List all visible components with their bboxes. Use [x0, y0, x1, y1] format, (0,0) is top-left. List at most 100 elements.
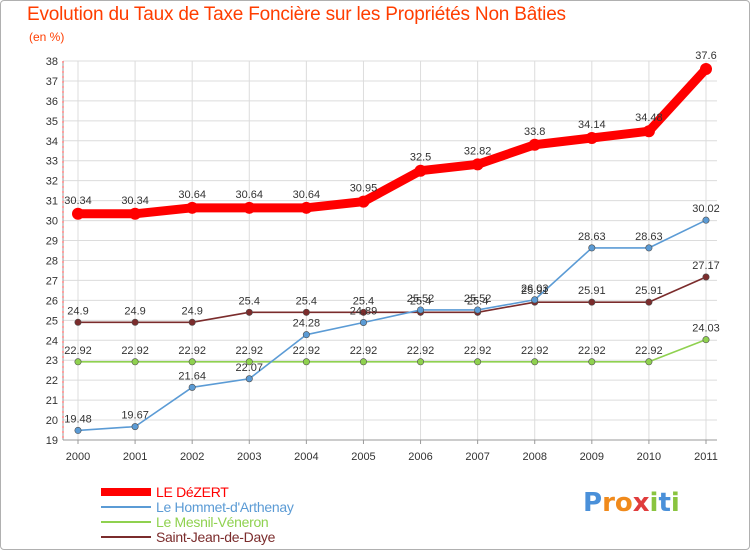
- data-point: [531, 296, 539, 304]
- x-tick-label: 2001: [123, 451, 147, 463]
- data-label: 22.92: [64, 345, 92, 357]
- y-tick-label: 19: [46, 435, 58, 447]
- data-label: 21.64: [178, 370, 206, 382]
- logo-letter: t: [658, 488, 671, 518]
- legend-item: Saint-Jean-de-Daye: [101, 529, 401, 545]
- y-tick-label: 34: [46, 136, 58, 148]
- y-tick-label: 33: [46, 156, 58, 168]
- x-tick-label: 2003: [237, 451, 261, 463]
- data-label: 26.03: [521, 283, 549, 295]
- data-label: 30.34: [64, 195, 92, 207]
- data-label: 22.92: [293, 345, 321, 357]
- legend-label: Le Mesnil-Véneron: [156, 514, 269, 530]
- data-label: 28.63: [578, 231, 606, 243]
- legend-swatch: [101, 506, 151, 508]
- data-point: [702, 273, 710, 281]
- data-point: [72, 207, 84, 220]
- data-point: [528, 138, 541, 151]
- data-point: [129, 207, 142, 220]
- data-point: [188, 383, 196, 391]
- data-point: [74, 358, 82, 366]
- data-label: 25.4: [353, 295, 374, 307]
- y-tick-label: 35: [46, 116, 58, 128]
- data-label: 30.34: [121, 195, 149, 207]
- data-label: 22.92: [236, 345, 264, 357]
- y-axis-unit: (en %): [29, 30, 65, 44]
- data-point: [188, 358, 196, 366]
- data-point: [131, 423, 139, 431]
- data-point: [245, 375, 253, 383]
- series-line-1: [77, 219, 707, 432]
- y-tick-label: 31: [46, 196, 58, 208]
- data-point: [702, 336, 710, 344]
- y-tick-label: 29: [46, 236, 58, 248]
- data-label: 24.03: [692, 323, 720, 335]
- data-label: 27.17: [692, 260, 720, 272]
- y-tick-label: 36: [46, 96, 58, 108]
- x-tick-label: 2007: [465, 451, 489, 463]
- y-tick-label: 21: [46, 395, 58, 407]
- data-label: 19.48: [64, 413, 92, 425]
- x-tick-label: 2005: [351, 451, 375, 463]
- data-point: [131, 358, 139, 366]
- x-tick-label: 2006: [408, 451, 432, 463]
- data-point: [245, 358, 253, 366]
- data-point: [645, 244, 653, 252]
- legend-item: LE DéZERT: [101, 484, 401, 500]
- data-label: 22.92: [350, 345, 378, 357]
- data-label: 25.4: [239, 295, 260, 307]
- y-tick-label: 27: [46, 275, 58, 287]
- data-label: 24.89: [350, 306, 378, 318]
- data-point: [302, 358, 310, 366]
- data-point: [645, 298, 653, 306]
- data-label: 19.67: [121, 410, 149, 422]
- data-point: [531, 358, 539, 366]
- logo-letter: o: [614, 488, 633, 518]
- y-tick-label: 25: [46, 315, 58, 327]
- data-point: [359, 358, 367, 366]
- data-label: 25.52: [407, 293, 435, 305]
- chart-title: Evolution du Taux de Taxe Foncière sur l…: [27, 4, 566, 25]
- data-label: 25.52: [464, 293, 492, 305]
- legend-label: Le Hommet-d'Arthenay: [156, 499, 294, 515]
- y-tick-label: 24: [46, 335, 58, 347]
- proxiti-logo: Proxiti: [583, 488, 680, 518]
- data-point: [359, 319, 367, 327]
- logo-letter: r: [602, 488, 615, 518]
- data-label: 30.64: [178, 189, 206, 201]
- data-label: 22.92: [578, 345, 606, 357]
- data-label: 22.92: [464, 345, 492, 357]
- data-point: [588, 298, 596, 306]
- x-tick-label: 2002: [180, 451, 204, 463]
- series-line-0: [73, 64, 711, 219]
- data-label: 22.92: [635, 345, 663, 357]
- x-tick-label: 2010: [637, 451, 661, 463]
- legend-swatch: [101, 521, 151, 523]
- data-point: [243, 201, 256, 214]
- data-point: [471, 158, 484, 171]
- data-point: [302, 331, 310, 339]
- data-label: 33.8: [524, 126, 545, 138]
- y-tick-label: 20: [46, 415, 58, 427]
- x-tick-label: 2004: [294, 451, 318, 463]
- data-label: 32.82: [464, 145, 492, 157]
- data-label: 24.28: [293, 318, 321, 330]
- data-point: [74, 426, 82, 434]
- plot-area: [63, 61, 717, 440]
- series-line-3: [77, 276, 707, 324]
- data-point: [645, 358, 653, 366]
- data-point: [474, 358, 482, 366]
- y-tick-label: 22: [46, 375, 58, 387]
- logo-letter: x: [632, 488, 650, 518]
- data-point: [588, 358, 596, 366]
- logo-letter: i: [670, 488, 680, 518]
- y-tick-label: 30: [46, 216, 58, 228]
- y-tick-label: 23: [46, 355, 58, 367]
- data-label: 22.92: [121, 345, 149, 357]
- data-point: [642, 125, 655, 138]
- data-label: 24.9: [67, 305, 88, 317]
- x-tick-label: 2011: [694, 451, 718, 463]
- data-label: 25.91: [578, 285, 606, 297]
- data-point: [588, 244, 596, 252]
